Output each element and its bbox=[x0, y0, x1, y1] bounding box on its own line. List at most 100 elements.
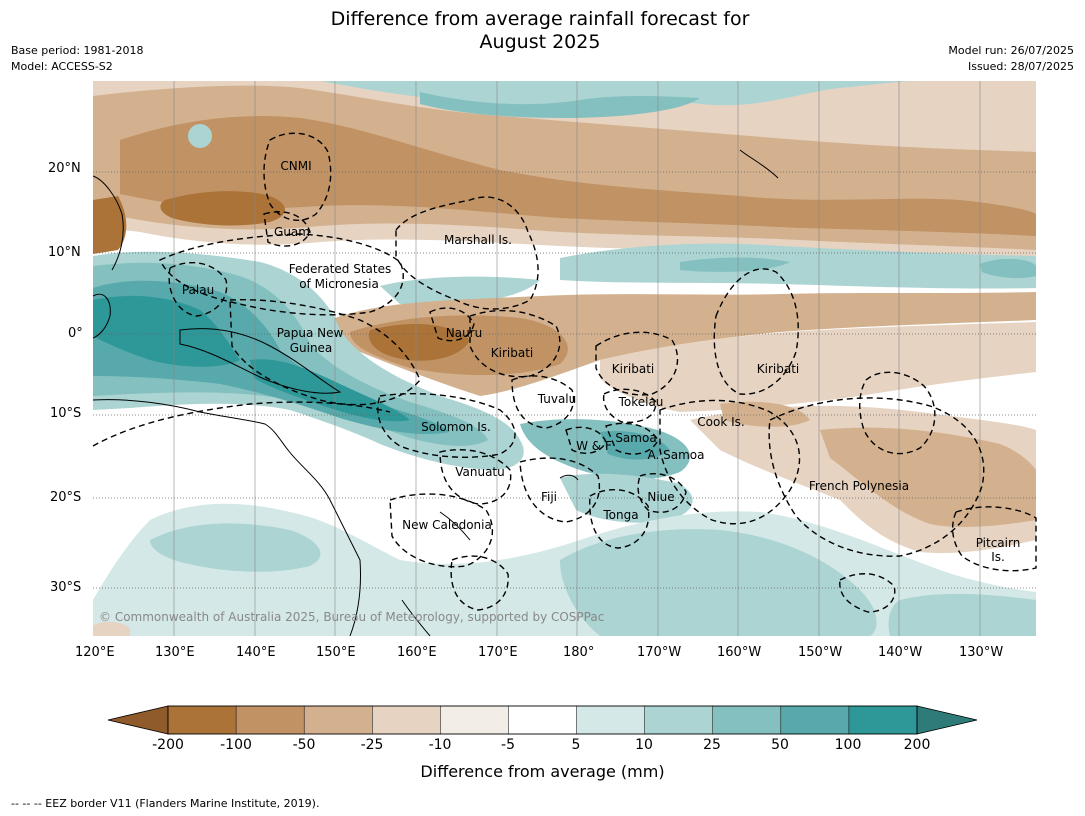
dry-band-southeast-mid bbox=[820, 427, 1036, 527]
label-palau: Palau bbox=[182, 283, 214, 297]
eez-pitcairn bbox=[951, 506, 1037, 572]
eez-kermadec bbox=[450, 555, 509, 611]
dry-band-north-dark bbox=[120, 116, 1036, 236]
label-kiribati-3: Kiribati bbox=[757, 362, 799, 376]
eez-solomon bbox=[377, 392, 516, 458]
colorbar-segment-3 bbox=[372, 705, 441, 735]
label-kiribati-2: Kiribati bbox=[612, 362, 654, 376]
label-samoa: Samoa bbox=[615, 431, 656, 445]
dry-core-north bbox=[160, 191, 285, 226]
lon-tick-170w: 170°W bbox=[637, 645, 682, 660]
eez-guam bbox=[263, 211, 311, 247]
lat-tick-20s: 20°S bbox=[50, 490, 82, 505]
label-png-2: Guinea bbox=[290, 341, 333, 355]
lon-tick-160e: 160°E bbox=[397, 645, 437, 660]
lat-tick-20n: 20°N bbox=[48, 161, 81, 176]
wet-strip-itcz-core bbox=[680, 257, 790, 272]
eez-fsm bbox=[159, 233, 404, 316]
wet-zone-west-core bbox=[93, 295, 240, 367]
wet-strip-itcz bbox=[560, 243, 1036, 289]
region-labels: CNMI Guam Marshall Is. Federated States … bbox=[182, 159, 1020, 564]
eez-vanuatu bbox=[439, 449, 512, 505]
lon-tick-170e: 170°E bbox=[478, 645, 518, 660]
cb-tick-5: -5 bbox=[501, 737, 515, 753]
lon-tick-120e: 120°E bbox=[75, 645, 115, 660]
colorbar-segment-2 bbox=[303, 705, 373, 735]
new-zealand-coast bbox=[401, 599, 431, 636]
graticule bbox=[173, 81, 981, 636]
dry-core-equator bbox=[368, 324, 470, 361]
label-new-caledonia: New Caledonia bbox=[402, 518, 492, 532]
eez-palau bbox=[168, 261, 228, 317]
lon-tick-140w: 140°W bbox=[878, 645, 923, 660]
cb-tick-0: -200 bbox=[152, 737, 184, 753]
colorbar-segment-7 bbox=[644, 705, 714, 735]
label-kiribati-1: Kiribati bbox=[491, 346, 533, 360]
wet-zone-south-central bbox=[560, 529, 877, 636]
coastlines bbox=[93, 149, 779, 636]
dry-spot-cook bbox=[720, 401, 810, 427]
colorbar-segment-0 bbox=[167, 705, 237, 735]
wet-core-png bbox=[250, 359, 410, 422]
wet-spot-north bbox=[188, 124, 212, 148]
colorbar-segment-6 bbox=[576, 705, 646, 735]
eez-kiribati-phoenix bbox=[595, 331, 679, 396]
colorbar-segment-9 bbox=[780, 705, 850, 735]
colorbar-segment-8 bbox=[712, 705, 782, 735]
cb-tick-8: 25 bbox=[703, 737, 721, 753]
eez-cnmi bbox=[263, 132, 332, 222]
cb-tick-6: 5 bbox=[571, 737, 581, 753]
eez-tuvalu bbox=[511, 375, 575, 429]
lat-tick-30s: 30°S bbox=[50, 580, 82, 595]
lat-tick-0: 0° bbox=[68, 326, 83, 341]
fiji-coast bbox=[559, 474, 579, 481]
eez-note: -- -- -- EEZ border V11 (Flanders Marine… bbox=[11, 797, 320, 810]
eez-wallis-futuna bbox=[565, 426, 607, 454]
dry-core-west bbox=[93, 196, 127, 254]
wet-patch-samoa-strong bbox=[600, 430, 670, 460]
eez-east-south bbox=[839, 573, 896, 613]
eez-fiji bbox=[519, 457, 600, 523]
label-png-1: Papua New bbox=[277, 326, 344, 340]
label-tuvalu: Tuvalu bbox=[537, 392, 577, 406]
lat-tick-10n: 10°N bbox=[48, 245, 81, 260]
colorbar-label: Difference from average (mm) bbox=[420, 762, 665, 781]
lon-tick-150e: 150°E bbox=[316, 645, 356, 660]
label-nauru: Nauru bbox=[446, 326, 482, 340]
borneo-coast bbox=[93, 293, 111, 339]
label-cook: Cook Is. bbox=[697, 415, 744, 429]
label-tonga: Tonga bbox=[602, 508, 638, 522]
model-name: Model: ACCESS-S2 bbox=[11, 60, 113, 73]
lon-tick-150w: 150°W bbox=[798, 645, 843, 660]
eez-french-polynesia bbox=[768, 397, 985, 557]
eez-png bbox=[229, 299, 421, 406]
cb-tick-9: 50 bbox=[771, 737, 789, 753]
label-fsm-1: Federated States bbox=[289, 262, 391, 276]
colorbar-segment-5 bbox=[508, 705, 578, 735]
australia-coast bbox=[93, 399, 361, 636]
wet-patch-fiji bbox=[560, 473, 693, 523]
lon-tick-130e: 130°E bbox=[155, 645, 195, 660]
colorbar-frame bbox=[167, 705, 918, 735]
label-a-samoa: A. Samoa bbox=[648, 448, 705, 462]
title-line-2: August 2025 bbox=[479, 31, 601, 53]
colorbar-segment-10 bbox=[848, 705, 918, 735]
label-vanuatu: Vanuatu bbox=[455, 465, 505, 479]
philippines-coast bbox=[93, 175, 124, 271]
lon-tick-180: 180° bbox=[563, 645, 595, 660]
title-line-1: Difference from average rainfall forecas… bbox=[330, 8, 750, 30]
colorbar-segment-4 bbox=[440, 705, 509, 735]
model-run: Model run: 26/07/2025 bbox=[948, 44, 1074, 57]
label-guam: Guam bbox=[274, 225, 310, 239]
issued-date: Issued: 28/07/2025 bbox=[967, 60, 1074, 73]
label-solomon: Solomon Is. bbox=[421, 420, 491, 434]
label-french-polynesia: French Polynesia bbox=[809, 479, 909, 493]
colorbar-segment-1 bbox=[235, 705, 305, 735]
cb-tick-3: -25 bbox=[360, 737, 384, 753]
colorbar bbox=[107, 705, 978, 735]
lon-tick-160w: 160°W bbox=[717, 645, 762, 660]
wet-strip-north bbox=[320, 81, 920, 106]
colorbar-under-arrow bbox=[107, 705, 169, 735]
cb-tick-1: -100 bbox=[220, 737, 252, 753]
